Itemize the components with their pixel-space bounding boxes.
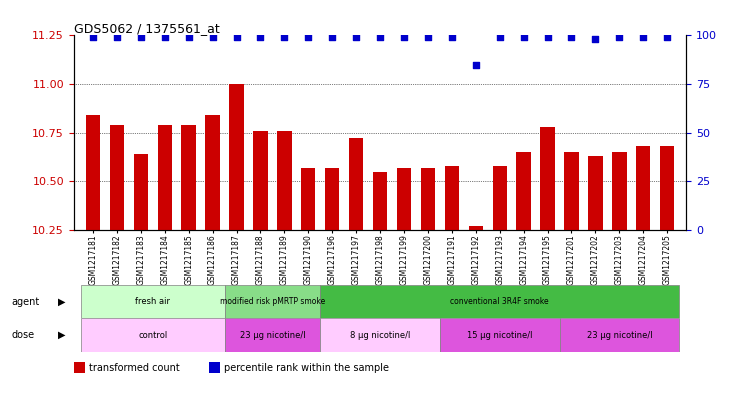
Bar: [660, 146, 675, 230]
Point: [159, 34, 170, 40]
Bar: [565, 152, 579, 230]
Point: [446, 34, 458, 40]
Point: [230, 34, 242, 40]
Bar: [74, 362, 85, 373]
Point: [542, 34, 554, 40]
Point: [518, 34, 530, 40]
Text: ▶: ▶: [58, 330, 65, 340]
Text: ▶: ▶: [58, 297, 65, 307]
Point: [111, 34, 123, 40]
Text: control: control: [138, 331, 168, 340]
Bar: [86, 115, 100, 230]
Point: [590, 36, 601, 42]
Bar: [588, 156, 603, 230]
Text: fresh air: fresh air: [135, 297, 170, 306]
Text: 15 μg nicotine/l: 15 μg nicotine/l: [467, 331, 532, 340]
Bar: [397, 168, 411, 230]
Text: 23 μg nicotine/l: 23 μg nicotine/l: [587, 331, 652, 340]
Point: [326, 34, 338, 40]
Point: [422, 34, 434, 40]
Bar: [349, 138, 363, 230]
Point: [135, 34, 147, 40]
Bar: [445, 166, 459, 230]
Bar: [540, 127, 555, 230]
Bar: [81, 318, 224, 352]
Bar: [134, 154, 148, 230]
Bar: [301, 168, 315, 230]
Bar: [320, 285, 679, 318]
Bar: [440, 318, 559, 352]
Bar: [636, 146, 650, 230]
Bar: [373, 171, 387, 230]
Bar: [230, 84, 244, 230]
Text: conventional 3R4F smoke: conventional 3R4F smoke: [450, 297, 549, 306]
Point: [351, 34, 362, 40]
Point: [303, 34, 314, 40]
Bar: [224, 318, 320, 352]
Bar: [325, 168, 339, 230]
Point: [278, 34, 290, 40]
Bar: [110, 125, 124, 230]
Point: [638, 34, 649, 40]
Text: GDS5062 / 1375561_at: GDS5062 / 1375561_at: [74, 22, 219, 35]
Text: agent: agent: [11, 297, 39, 307]
Bar: [320, 318, 440, 352]
Text: modified risk pMRTP smoke: modified risk pMRTP smoke: [220, 297, 325, 306]
Point: [255, 34, 266, 40]
Point: [661, 34, 673, 40]
Bar: [209, 362, 220, 373]
Bar: [253, 131, 268, 230]
Bar: [157, 125, 172, 230]
Point: [398, 34, 410, 40]
Point: [374, 34, 386, 40]
Text: 8 μg nicotine/l: 8 μg nicotine/l: [350, 331, 410, 340]
Point: [470, 61, 482, 68]
Text: dose: dose: [11, 330, 34, 340]
Text: percentile rank within the sample: percentile rank within the sample: [224, 363, 389, 373]
Bar: [612, 152, 627, 230]
Point: [613, 34, 625, 40]
Bar: [224, 285, 320, 318]
Bar: [182, 125, 196, 230]
Bar: [469, 226, 483, 230]
Bar: [81, 285, 224, 318]
Point: [183, 34, 195, 40]
Point: [565, 34, 577, 40]
Bar: [492, 166, 507, 230]
Point: [87, 34, 99, 40]
Bar: [559, 318, 679, 352]
Point: [207, 34, 218, 40]
Point: [494, 34, 506, 40]
Bar: [205, 115, 220, 230]
Text: 23 μg nicotine/l: 23 μg nicotine/l: [240, 331, 306, 340]
Bar: [421, 168, 435, 230]
Bar: [517, 152, 531, 230]
Text: transformed count: transformed count: [89, 363, 180, 373]
Bar: [277, 131, 292, 230]
